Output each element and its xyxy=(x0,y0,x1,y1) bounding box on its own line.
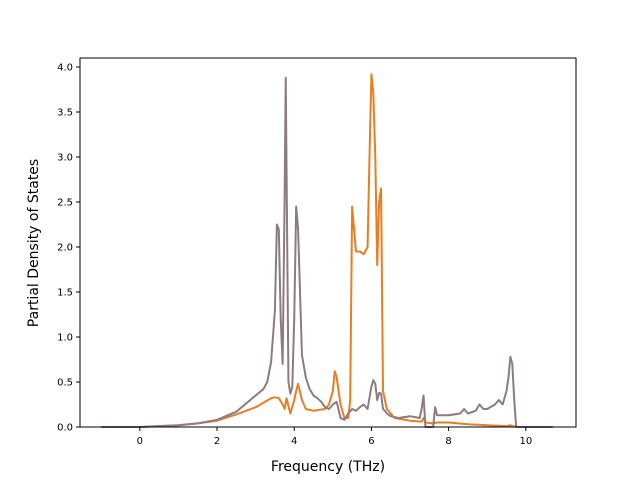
y-tick-label: 0.5 xyxy=(57,378,73,389)
x-tick-label: 10 xyxy=(519,436,532,447)
y-tick-label: 3.5 xyxy=(57,108,73,119)
y-axis: 0.0 0.5 1.0 1.5 2.0 2.5 3.0 3.5 4.0 xyxy=(57,63,80,434)
y-tick-label: 2.0 xyxy=(57,243,73,254)
series-layer xyxy=(101,73,553,428)
x-tick-label: 0 xyxy=(137,436,143,447)
y-tick-label: 0.0 xyxy=(57,423,73,434)
x-tick-label: 8 xyxy=(445,436,451,447)
y-tick-label: 1.5 xyxy=(57,288,73,299)
series-line-2 xyxy=(101,76,553,428)
x-tick-label: 4 xyxy=(291,436,297,447)
x-tick-label: 2 xyxy=(214,436,220,447)
plot-background xyxy=(80,58,576,427)
y-tick-label: 1.0 xyxy=(57,333,73,344)
y-axis-label: Partial Density of States xyxy=(26,159,42,327)
x-axis: 0 2 4 6 8 10 xyxy=(137,427,532,447)
x-tick-label: 6 xyxy=(368,436,374,447)
y-tick-label: 2.5 xyxy=(57,198,73,209)
y-tick-label: 4.0 xyxy=(57,63,73,74)
x-axis-label: Frequency (THz) xyxy=(271,459,385,475)
y-tick-label: 3.0 xyxy=(57,153,73,164)
plot-frame xyxy=(79,57,577,428)
